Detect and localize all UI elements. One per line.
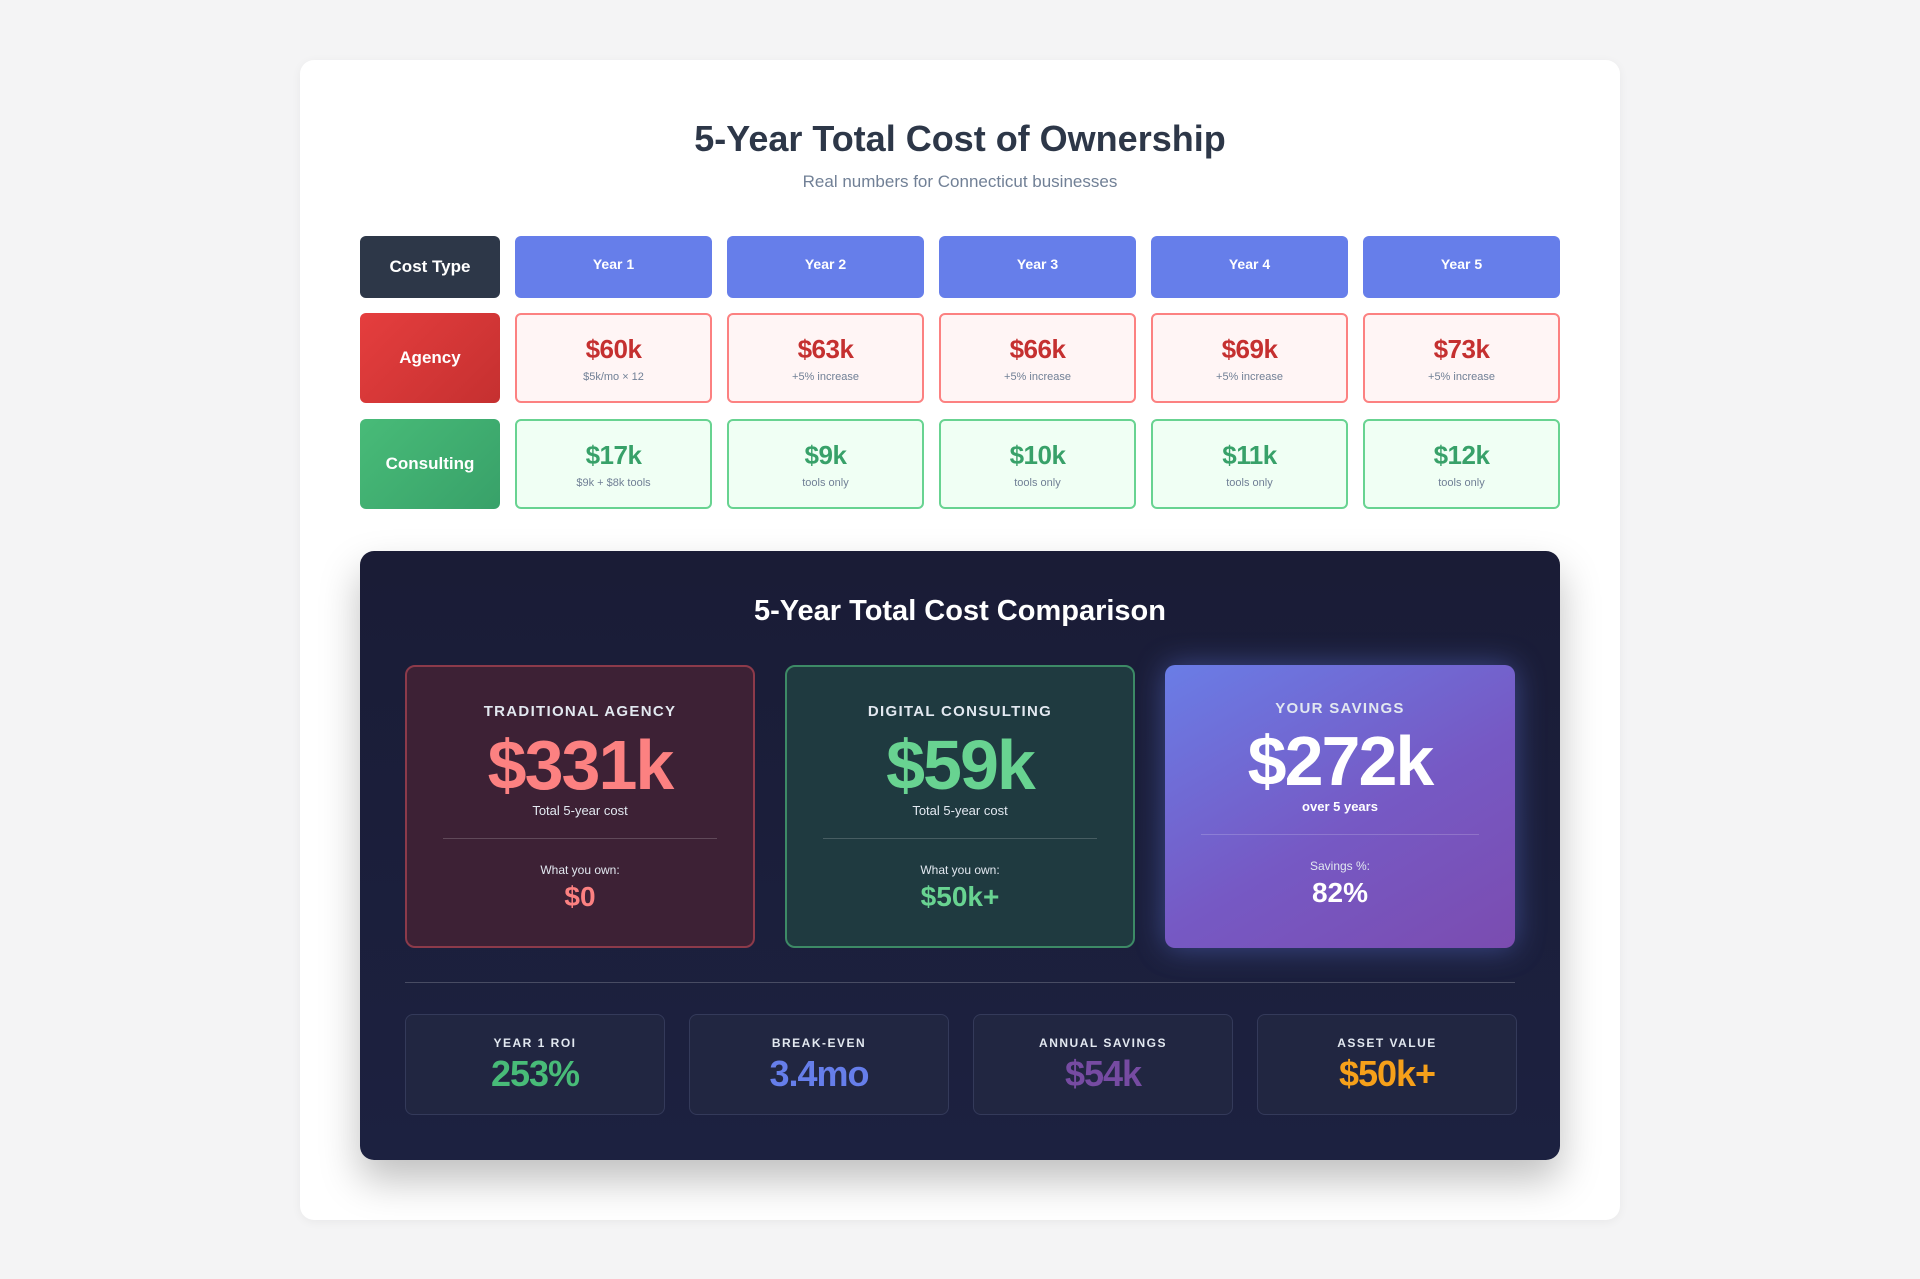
consulting-cell: $12k tools only: [1363, 419, 1560, 509]
box-total: $59k: [886, 726, 1036, 804]
year-header: Year 2: [727, 236, 924, 298]
own-label: What you own:: [540, 863, 620, 877]
savings-percent-value: 82%: [1311, 877, 1369, 908]
stat-card: YEAR 1 ROI 253%: [405, 1014, 665, 1115]
cell-note: +5% increase: [792, 370, 859, 383]
row-label-agency: Agency: [360, 313, 500, 403]
agency-cell: $69k +5% increase: [1151, 313, 1348, 403]
box-total: $272k: [1247, 722, 1435, 800]
consulting-total-box: DIGITAL CONSULTING $59k Total 5-year cos…: [785, 665, 1135, 948]
stat-label: ANNUAL SAVINGS: [1039, 1036, 1167, 1050]
cell-amount: $73k: [1433, 333, 1490, 364]
section-divider: [405, 982, 1515, 983]
cell-amount: $10k: [1009, 439, 1066, 470]
box-subtext: Total 5-year cost: [532, 803, 628, 818]
year-header: Year 4: [1151, 236, 1348, 298]
box-total: $331k: [487, 726, 675, 804]
page-subtitle: Real numbers for Connecticut businesses: [802, 172, 1118, 191]
cost-type-header: Cost Type: [360, 236, 500, 298]
box-divider: [443, 838, 717, 839]
box-subtext: Total 5-year cost: [912, 803, 1008, 818]
own-value: $0: [564, 881, 596, 912]
savings-percent-label: Savings %:: [1309, 859, 1371, 873]
comparison-title: 5-Year Total Cost Comparison: [754, 595, 1166, 627]
cell-amount: $63k: [797, 333, 854, 364]
cell-note: $5k/mo × 12: [583, 370, 644, 383]
consulting-cell: $17k $9k + $8k tools: [515, 419, 712, 509]
stat-card: ASSET VALUE $50k+: [1257, 1014, 1517, 1115]
agency-total-box: TRADITIONAL AGENCY $331k Total 5-year co…: [405, 665, 755, 948]
consulting-cell: $9k tools only: [727, 419, 924, 509]
box-subtext: over 5 years: [1302, 799, 1378, 814]
box-divider: [1201, 834, 1479, 835]
stat-card: BREAK-EVEN 3.4mo: [689, 1014, 949, 1115]
own-value: $50k+: [920, 881, 1000, 912]
agency-cell: $66k +5% increase: [939, 313, 1136, 403]
cell-note: $9k + $8k tools: [576, 476, 651, 489]
cell-amount: $9k: [804, 439, 847, 470]
cell-note: +5% increase: [1004, 370, 1071, 383]
consulting-cell: $10k tools only: [939, 419, 1136, 509]
box-label: YOUR SAVINGS: [1275, 700, 1405, 717]
agency-cell: $63k +5% increase: [727, 313, 924, 403]
stat-label: BREAK-EVEN: [771, 1036, 867, 1050]
row-label-consulting: Consulting: [360, 419, 500, 509]
cell-note: tools only: [1438, 476, 1485, 489]
page-title: 5-Year Total Cost of Ownership: [694, 118, 1226, 159]
agency-cell: $60k $5k/mo × 12: [515, 313, 712, 403]
stat-value: $54k: [1064, 1053, 1142, 1094]
cell-amount: $11k: [1222, 439, 1277, 470]
cell-amount: $60k: [585, 333, 642, 364]
box-divider: [823, 838, 1097, 839]
cell-amount: $66k: [1009, 333, 1066, 364]
cell-amount: $69k: [1221, 333, 1278, 364]
stat-value: $50k+: [1338, 1053, 1436, 1094]
stat-value: 3.4mo: [769, 1053, 869, 1094]
cell-note: tools only: [1226, 476, 1273, 489]
stat-card: ANNUAL SAVINGS $54k: [973, 1014, 1233, 1115]
cell-note: +5% increase: [1428, 370, 1495, 383]
year-header: Year 5: [1363, 236, 1560, 298]
stat-label: YEAR 1 ROI: [493, 1036, 577, 1050]
stat-value: 253%: [490, 1053, 580, 1094]
year-header: Year 3: [939, 236, 1136, 298]
cell-amount: $17k: [585, 439, 642, 470]
agency-cell: $73k +5% increase: [1363, 313, 1560, 403]
box-label: TRADITIONAL AGENCY: [483, 703, 677, 720]
stat-label: ASSET VALUE: [1337, 1036, 1437, 1050]
savings-box: YOUR SAVINGS $272k over 5 years Savings …: [1165, 665, 1515, 948]
own-label: What you own:: [920, 863, 1000, 877]
year-header: Year 1: [515, 236, 712, 298]
cell-note: +5% increase: [1216, 370, 1283, 383]
cell-note: tools only: [802, 476, 849, 489]
box-label: DIGITAL CONSULTING: [867, 703, 1053, 720]
cell-amount: $12k: [1433, 439, 1490, 470]
consulting-cell: $11k tools only: [1151, 419, 1348, 509]
cell-note: tools only: [1014, 476, 1061, 489]
comparison-panel: 5-Year Total Cost Comparison TRADITIONAL…: [360, 551, 1560, 1160]
